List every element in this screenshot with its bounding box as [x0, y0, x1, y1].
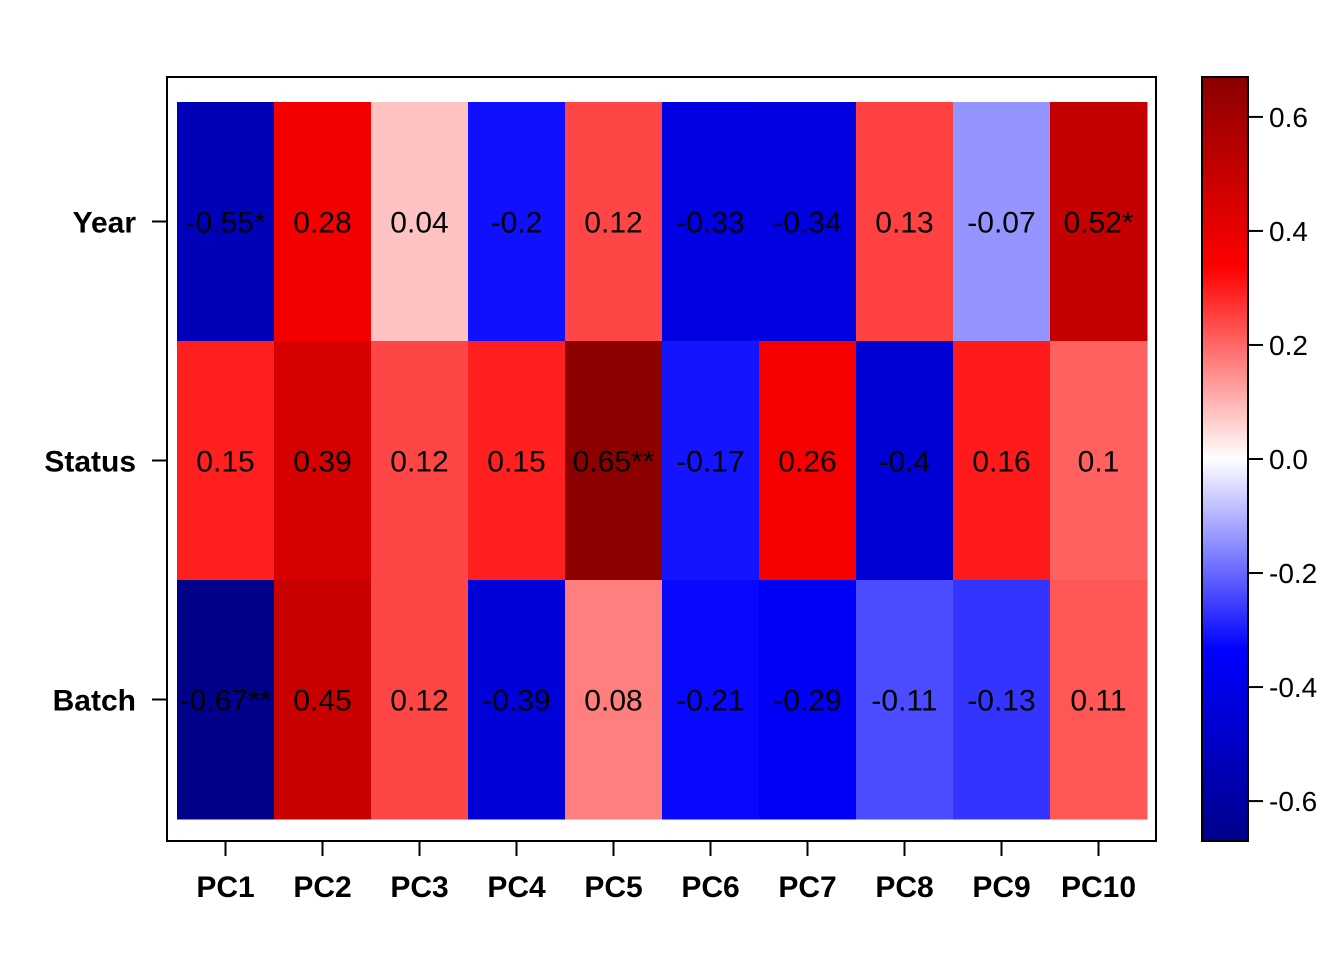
- cell-value-label: -0.34: [773, 207, 841, 240]
- cell-value-label: -0.67**: [180, 685, 272, 718]
- cell-value-label: -0.29: [773, 685, 841, 718]
- heatmap-cell-year-pc2: [274, 102, 372, 342]
- heatmap-cell-batch-pc10: [1050, 580, 1148, 820]
- x-tick-label-pc6: PC6: [681, 871, 739, 904]
- x-tick-label-pc2: PC2: [293, 871, 351, 904]
- y-tick-label-year: Year: [73, 207, 137, 240]
- cell-value-label: 0.08: [584, 685, 642, 718]
- cell-value-label: 0.12: [390, 446, 448, 479]
- cell-value-label: -0.17: [676, 446, 744, 479]
- heatmap-cell-year-pc1: [177, 102, 275, 342]
- x-tick-label-pc10: PC10: [1061, 871, 1136, 904]
- cell-value-label: 0.12: [584, 207, 642, 240]
- heatmap-cell-batch-pc1: [177, 580, 275, 820]
- colorbar-gradient: [1201, 76, 1249, 842]
- cell-value-label: 0.04: [390, 207, 448, 240]
- heatmap-cells: -0.55* 0.28 0.04 -0.2 0.12 -0.33 -0.34 0.13 -0.0…: [177, 102, 1148, 820]
- heatmap-cell-year-pc7: [759, 102, 857, 342]
- heatmap-cell-status-pc3: [371, 341, 469, 581]
- colorbar-tick-label: -0.4: [1269, 672, 1317, 703]
- cell-value-label: -0.55*: [185, 207, 265, 240]
- cell-value-label: -0.21: [676, 685, 744, 718]
- cell-value-label: 0.1: [1078, 446, 1120, 479]
- cell-value-label: 0.65**: [573, 446, 655, 479]
- colorbar-tick-label: 0.0: [1269, 444, 1308, 475]
- heatmap-cell-batch-pc6: [662, 580, 760, 820]
- colorbar-tick-label: 0.4: [1269, 216, 1308, 247]
- heatmap-cell-status-pc6: [662, 341, 760, 581]
- heatmap-cell-status-pc8: [856, 341, 954, 581]
- heatmap-cell-batch-pc7: [759, 580, 857, 820]
- cell-value-label: -0.07: [967, 207, 1035, 240]
- x-tick-label-pc7: PC7: [778, 871, 836, 904]
- cell-value-label: 0.13: [875, 207, 933, 240]
- heatmap-cell-batch-pc8: [856, 580, 954, 820]
- x-tick-label-pc8: PC8: [875, 871, 933, 904]
- cell-value-label: 0.16: [972, 446, 1030, 479]
- cell-value-label: 0.12: [390, 685, 448, 718]
- cell-value-label: -0.39: [482, 685, 550, 718]
- heatmap-cell-status-pc7: [759, 341, 857, 581]
- cell-value-label: -0.33: [676, 207, 744, 240]
- heatmap-cell-year-pc4: [468, 102, 566, 342]
- heatmap-cell-year-pc6: [662, 102, 760, 342]
- heatmap-cell-batch-pc2: [274, 580, 372, 820]
- cell-value-label: 0.26: [778, 446, 836, 479]
- heatmap-cell-year-pc3: [371, 102, 469, 342]
- y-tick-label-status: Status: [44, 446, 136, 479]
- x-tick-label-pc1: PC1: [196, 871, 254, 904]
- heatmap-cell-year-pc9: [953, 102, 1051, 342]
- plot-frame: [166, 76, 1157, 842]
- heatmap-cell-batch-pc9: [953, 580, 1051, 820]
- cell-value-label: 0.15: [196, 446, 254, 479]
- x-tick-label-pc4: PC4: [487, 871, 546, 904]
- cell-value-label: -0.4: [879, 446, 931, 479]
- heatmap-cell-batch-pc4: [468, 580, 566, 820]
- heatmap-cell-status-pc2: [274, 341, 372, 581]
- x-tick-label-pc9: PC9: [972, 871, 1030, 904]
- cell-value-label: -0.13: [967, 685, 1035, 718]
- x-axis: PC1 PC2 PC3 PC4 PC5 PC6 PC7 PC8 PC9 PC10: [196, 841, 1136, 904]
- x-tick-label-pc5: PC5: [584, 871, 642, 904]
- colorbar-tick-label: 0.6: [1269, 102, 1308, 133]
- heatmap-cell-year-pc8: [856, 102, 954, 342]
- y-axis: Year Status Batch: [44, 207, 167, 718]
- heatmap-cell-status-pc10: [1050, 341, 1148, 581]
- y-tick-label-batch: Batch: [53, 685, 136, 718]
- cell-value-label: 0.45: [293, 685, 351, 718]
- heatmap-cell-year-pc10: [1050, 102, 1148, 342]
- heatmap-cell-year-pc5: [565, 102, 663, 342]
- colorbar-tick-label: -0.6: [1269, 786, 1317, 817]
- heatmap-cell-status-pc4: [468, 341, 566, 581]
- heatmap-cell-status-pc9: [953, 341, 1051, 581]
- heatmap-cell-batch-pc5: [565, 580, 663, 820]
- colorbar-tick-label: -0.2: [1269, 558, 1317, 589]
- heatmap-cell-status-pc5: [565, 341, 663, 581]
- cell-value-label: -0.2: [491, 207, 543, 240]
- cell-value-label: 0.15: [487, 446, 545, 479]
- heatmap-cell-batch-pc3: [371, 580, 469, 820]
- colorbar: -0.6 -0.4 -0.2 0.0 0.2 0.4 0.6: [1201, 76, 1317, 842]
- cell-value-label: -0.11: [871, 685, 937, 718]
- cell-value-label: 0.11: [1070, 685, 1126, 718]
- cell-value-label: 0.52*: [1063, 207, 1133, 240]
- heatmap-cell-status-pc1: [177, 341, 275, 581]
- cell-value-label: 0.39: [293, 446, 351, 479]
- x-tick-label-pc3: PC3: [390, 871, 448, 904]
- colorbar-tick-label: 0.2: [1269, 330, 1308, 361]
- cell-value-label: 0.28: [293, 207, 351, 240]
